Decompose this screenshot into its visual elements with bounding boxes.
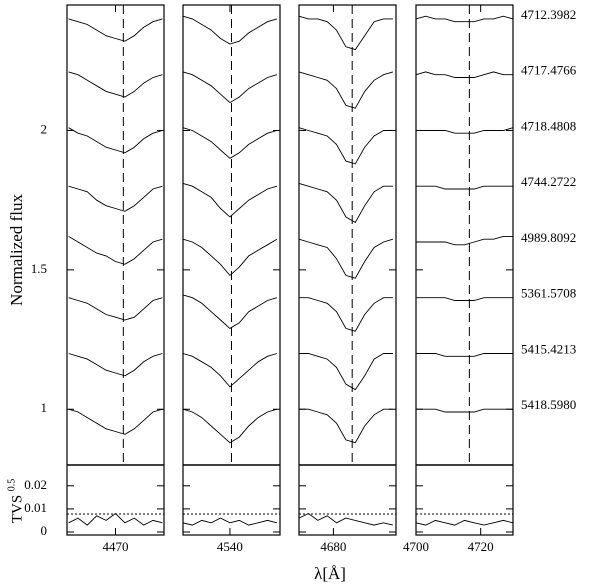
spectrum	[182, 353, 278, 388]
spectrum	[68, 18, 163, 42]
spectrum	[416, 297, 513, 301]
spectrum-label: 4744.2722	[521, 174, 576, 189]
spectrum	[68, 185, 163, 212]
tvs-curve	[415, 519, 514, 526]
tvs-label: TVS 0.5	[6, 479, 25, 523]
spectrum	[416, 235, 513, 246]
spectrum	[299, 408, 393, 444]
y-tick-label: 2	[41, 121, 48, 136]
spectrum-label: 5361.5708	[521, 286, 576, 301]
spectrum	[68, 353, 163, 377]
spectrum	[68, 297, 163, 321]
spectrum	[182, 182, 278, 218]
tvs-label-exponent: 0.5	[6, 479, 17, 492]
spectrum	[415, 15, 514, 23]
y-tick-label: 1.5	[31, 261, 47, 276]
spectrum	[416, 353, 513, 357]
x-tick-label: 4680	[320, 539, 346, 554]
spectrum	[416, 127, 514, 134]
panel-frame	[66, 4, 165, 536]
x-axis-label: λ[Å]	[314, 564, 346, 583]
spectrum	[182, 294, 278, 329]
tvs-tick-label: 0.02	[24, 477, 47, 492]
spectrum	[298, 71, 394, 109]
spectrum	[415, 71, 513, 78]
spectrum	[68, 71, 163, 98]
tvs-curve	[298, 512, 394, 526]
spectrum	[298, 182, 393, 224]
spectrum	[299, 353, 393, 391]
spectrum-label: 4718.4808	[521, 118, 576, 133]
spectrum	[68, 236, 163, 265]
spectrum	[416, 185, 513, 190]
tvs-tick-label: 0.01	[24, 500, 47, 515]
spectrum-label: 4717.4766	[521, 63, 577, 78]
spectrum	[182, 127, 278, 159]
spectrum-label: 4989.8092	[521, 230, 576, 245]
panel-frame	[415, 4, 514, 536]
x-tick-label: 4720	[468, 539, 494, 554]
panel-frame	[298, 4, 397, 536]
spectrum	[298, 127, 393, 165]
spectrum	[68, 127, 163, 154]
y-tick-label: 1	[41, 400, 48, 415]
spectrum-label: 5415.4213	[521, 341, 576, 356]
tvs-tick-label: 0	[41, 523, 48, 538]
x-tick-label: 4700	[403, 539, 429, 554]
spectrum	[182, 15, 278, 45]
spectrum	[182, 238, 278, 277]
tvs-label-text: TVS	[9, 495, 25, 523]
spectrum-label: 4712.3982	[521, 7, 576, 22]
x-tick-label: 4540	[217, 539, 243, 554]
spectrum	[182, 408, 278, 444]
spectrum	[298, 15, 393, 51]
spectrum	[416, 408, 513, 413]
spectrum	[299, 297, 393, 332]
spectrum	[68, 408, 163, 435]
spectrum-label: 5418.5980	[521, 397, 576, 412]
spectrum	[182, 71, 278, 104]
tvs-curve	[182, 517, 278, 526]
x-tick-label: 4470	[103, 539, 129, 554]
tvs-curve	[68, 512, 163, 526]
y-axis-label: Normalized flux	[7, 194, 26, 306]
spectrum	[298, 238, 394, 279]
